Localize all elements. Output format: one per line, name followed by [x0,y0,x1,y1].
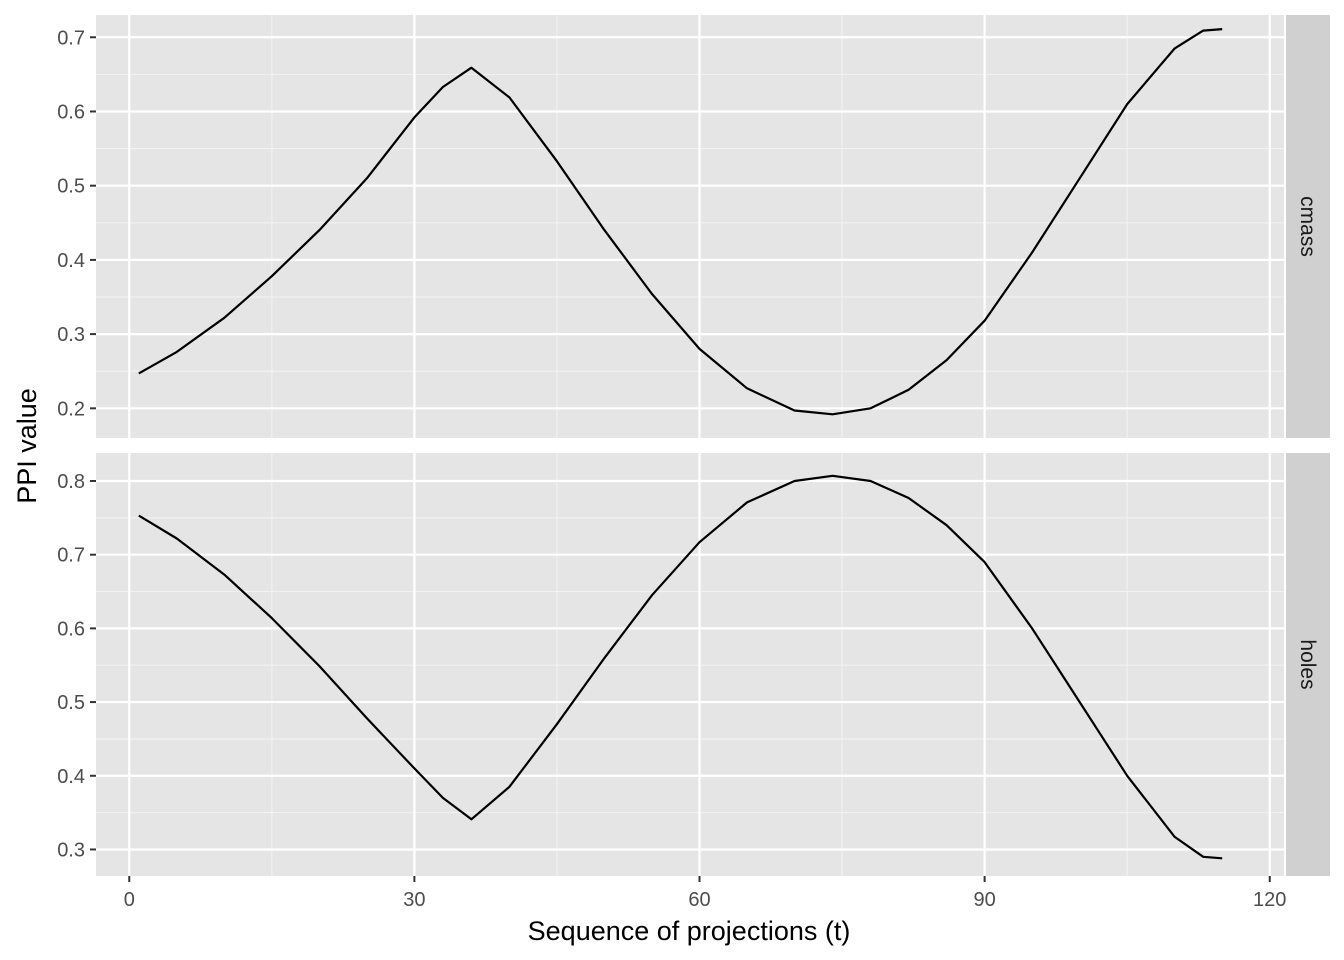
panel-holes: 0.3 0.4 0.5 0.6 0.7 0.8 holes [57,453,1330,876]
x-axis: 0 30 60 90 120 [124,876,1286,911]
y-tick-label: 0.5 [57,176,85,198]
x-axis-title: Sequence of projections (t) [528,916,851,946]
y-tick-label: 0.7 [57,27,85,49]
series-line-holes [138,474,1223,860]
facet-strip-label: cmass [1296,196,1319,257]
x-tick-label: 120 [1253,889,1286,911]
y-tick-label: 0.6 [57,618,85,640]
y-tick-label: 0.3 [57,839,85,861]
facet-strip [1286,453,1330,876]
series-line-cmass [138,28,1223,416]
x-tick-label: 0 [124,889,135,911]
x-tick-label: 30 [403,889,425,911]
facet-strip-label: holes [1296,639,1319,689]
y-tick-label: 0.5 [57,692,85,714]
y-tick-label: 0.8 [57,471,85,493]
y-tick-label: 0.3 [57,324,85,346]
panel-background [96,453,1284,876]
panels-layer: 0.20.30.40.50.60.7cmass0.30.40.50.60.70.… [57,15,1330,876]
y-tick-label: 0.7 [57,545,85,567]
x-tick-label: 90 [973,889,995,911]
y-axis-title: PPI value [12,388,42,504]
y-tick-label: 0.4 [57,766,85,788]
facet-strip [1286,15,1330,438]
panel-background [96,15,1284,438]
x-tick-label: 60 [688,889,710,911]
y-tick-label: 0.6 [57,101,85,123]
y-tick-label: 0.2 [57,398,85,420]
panel-cmass: 0.2 0.3 0.4 0.5 0.6 0.7 cmass [57,15,1330,438]
y-tick-label: 0.4 [57,250,85,272]
